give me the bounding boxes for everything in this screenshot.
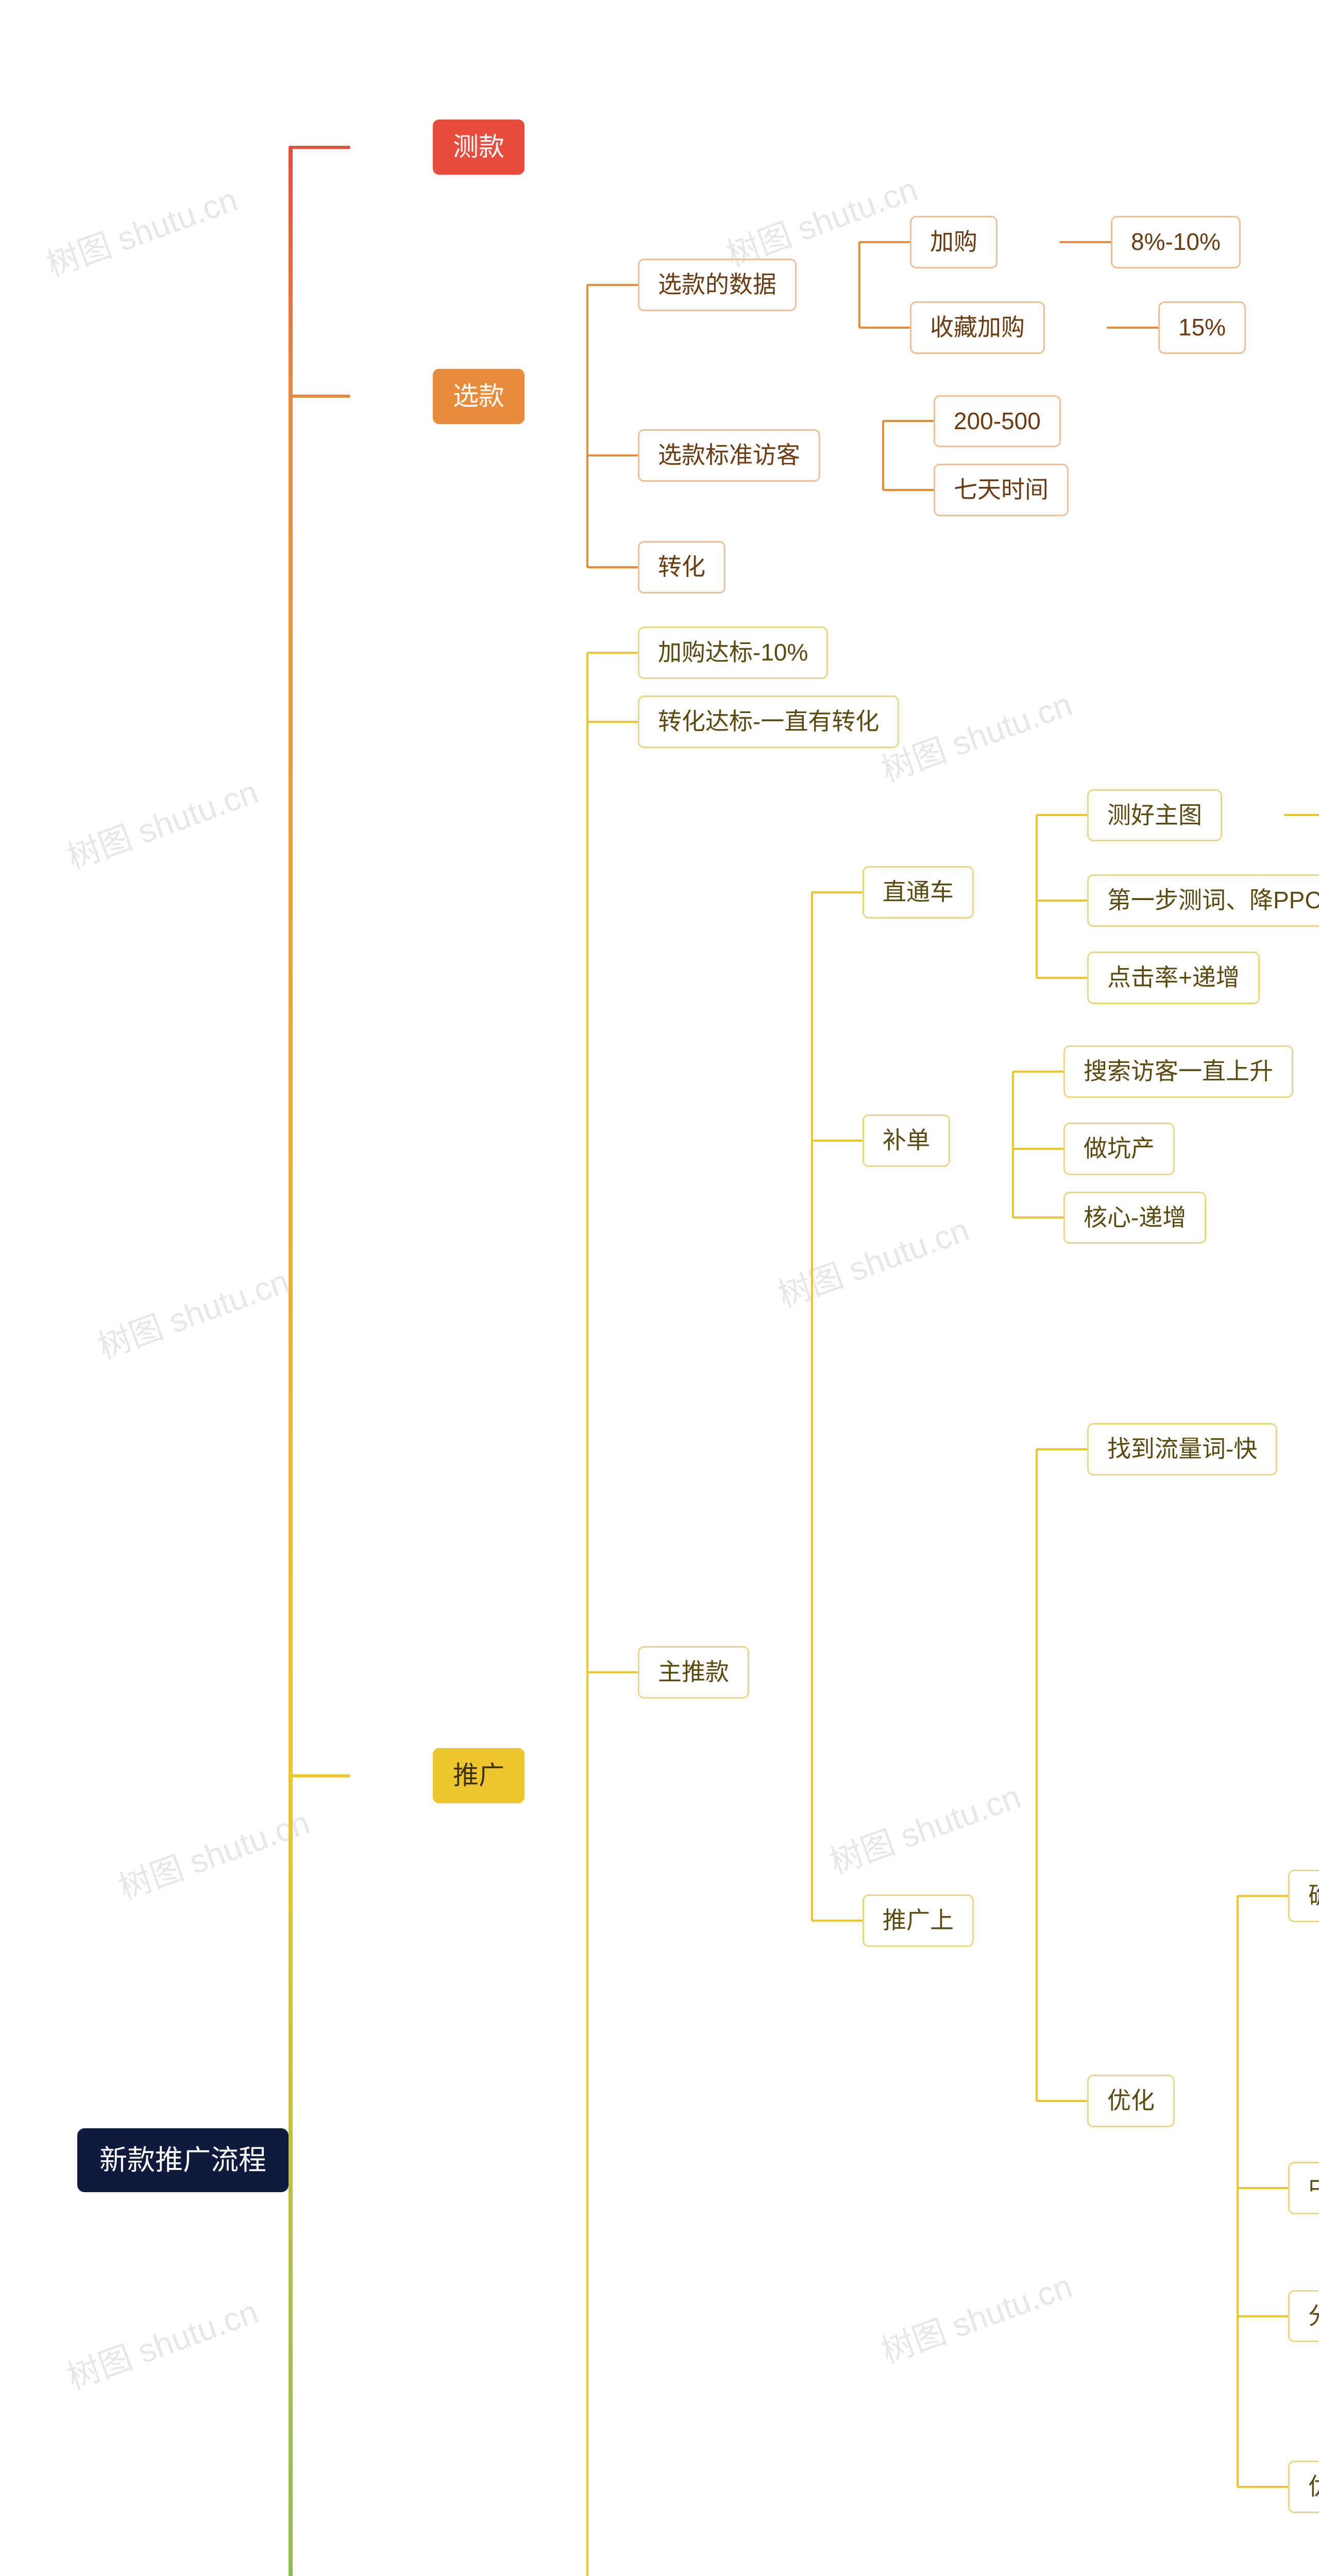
leaf-node[interactable]: 测好主图 xyxy=(1087,789,1222,842)
branch-node[interactable]: 转化达标-一直有转化 xyxy=(638,696,899,748)
leaf-node[interactable]: 搜索访客一直上升 xyxy=(1063,1045,1293,1098)
leaf-node[interactable]: 中间只能有2-3天小幅小跌 xyxy=(1288,2162,1319,2214)
leaf-node[interactable]: 8%-10% xyxy=(1111,216,1241,268)
branch-node[interactable]: 加购达标-10% xyxy=(638,626,828,679)
branch-b1[interactable]: 测款 xyxy=(433,120,525,175)
branch-node[interactable]: 主推款 xyxy=(638,1646,749,1699)
leaf-node[interactable]: 收藏加购 xyxy=(910,301,1045,354)
branch-node[interactable]: 转化 xyxy=(638,541,725,594)
leaf-node[interactable]: 第一步测词、降PPC xyxy=(1087,874,1319,927)
branch-b3[interactable]: 推广 xyxy=(433,1748,525,1803)
leaf-node[interactable]: 分两种词 xyxy=(1288,2290,1319,2343)
leaf-node[interactable]: 核心-递增 xyxy=(1063,1192,1206,1244)
branch-node[interactable]: 选款的数据 xyxy=(638,259,797,311)
branch-node[interactable]: 选款标准访客 xyxy=(638,429,820,482)
leaf-node[interactable]: 找到流量词-快 xyxy=(1087,1423,1277,1476)
leaf-node[interactable]: 优化的核心 xyxy=(1288,2461,1319,2513)
leaf-node[interactable]: 确定好主词-转化词-慢 xyxy=(1288,1870,1319,1922)
leaf-node[interactable]: 直通车 xyxy=(863,866,974,919)
leaf-node[interactable]: 推广上 xyxy=(863,1894,974,1947)
leaf-node[interactable]: 200-500 xyxy=(934,395,1061,448)
mindmap-tree: 新款推广流程 测款选款选款的数据加购8%-10%收藏加购15%选款标准访客200… xyxy=(77,103,1242,2576)
leaf-node[interactable]: 优化 xyxy=(1087,2075,1175,2127)
leaf-node[interactable]: 做坑产 xyxy=(1063,1123,1175,1175)
root-node[interactable]: 新款推广流程 xyxy=(77,2128,289,2192)
leaf-node[interactable]: 15% xyxy=(1158,301,1246,354)
leaf-node[interactable]: 补单 xyxy=(863,1114,950,1167)
branch-b2[interactable]: 选款 xyxy=(433,369,525,424)
leaf-node[interactable]: 加购 xyxy=(910,216,997,268)
leaf-node[interactable]: 七天时间 xyxy=(934,464,1069,516)
leaf-node[interactable]: 点击率+递增 xyxy=(1087,952,1260,1004)
